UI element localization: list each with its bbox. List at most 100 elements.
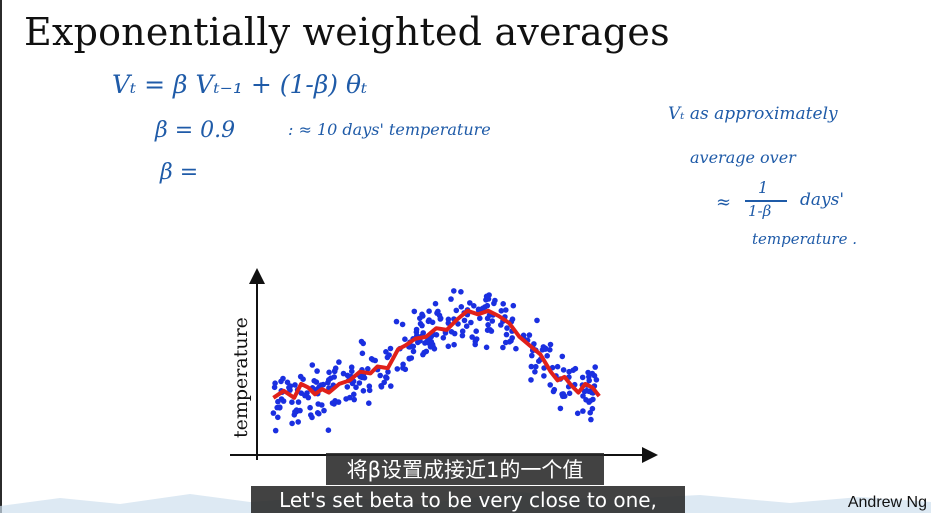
scatter-point xyxy=(473,328,479,334)
scatter-point xyxy=(440,335,447,341)
scatter-point xyxy=(325,427,332,433)
scatter-point xyxy=(468,319,474,326)
scatter-point xyxy=(366,387,373,394)
scatter-point xyxy=(270,410,277,416)
scatter-point xyxy=(277,404,283,410)
scatter-points xyxy=(270,288,600,434)
scatter-point xyxy=(321,407,327,414)
scatter-point xyxy=(587,409,593,416)
trend-line xyxy=(272,308,601,400)
scatter-point xyxy=(313,379,320,385)
scatter-point xyxy=(475,306,482,313)
scatter-point xyxy=(487,327,493,333)
scatter-point xyxy=(554,363,561,370)
scatter-point xyxy=(385,369,391,375)
scatter-point xyxy=(483,293,490,300)
scatter-point xyxy=(459,332,466,339)
scatter-point xyxy=(448,296,454,302)
scatter-point xyxy=(360,340,366,347)
side-note-line2: average over xyxy=(690,148,796,167)
scatter-point xyxy=(287,387,293,393)
scatter-point xyxy=(592,364,598,370)
scatter-point xyxy=(349,368,355,375)
subtitle-chinese: 将β设置成接近1的一个值 xyxy=(326,453,604,485)
scatter-point xyxy=(316,410,322,417)
scatter-point xyxy=(331,368,338,375)
scatter-point xyxy=(484,302,491,309)
scatter-point xyxy=(326,377,332,383)
scatter-point xyxy=(451,341,457,348)
scatter-point xyxy=(388,383,394,389)
scatter-point xyxy=(289,420,295,427)
scatter-point xyxy=(560,391,566,397)
scatter-point xyxy=(356,380,363,386)
scatter-point xyxy=(343,396,349,402)
scatter-point xyxy=(429,341,436,348)
scatter-point xyxy=(498,308,505,314)
scatter-point xyxy=(348,364,355,370)
scatter-point xyxy=(295,399,302,405)
scatter-point xyxy=(503,307,509,313)
scatter-point xyxy=(463,323,470,329)
side-approx-symbol: ≈ xyxy=(716,192,732,213)
scatter-point xyxy=(420,351,426,358)
scatter-point xyxy=(297,373,304,380)
scatter-point xyxy=(458,304,465,310)
scatter-point xyxy=(472,341,478,348)
scatter-point xyxy=(591,372,598,379)
slide-left-border xyxy=(0,0,2,513)
beta-approx-note: : ≈ 10 days' temperature xyxy=(288,120,491,139)
scatter-point xyxy=(314,368,320,374)
scatter-point xyxy=(344,384,351,390)
scatter-point xyxy=(320,381,327,388)
scatter-point xyxy=(272,427,279,434)
scatter-point xyxy=(275,414,281,421)
scatter-point xyxy=(574,410,581,417)
side-days-note: days' xyxy=(800,190,845,210)
scatter-point xyxy=(557,405,564,412)
scatter-point xyxy=(315,401,321,407)
scatter-point xyxy=(471,303,477,309)
scatter-point xyxy=(308,412,314,418)
scatter-point xyxy=(566,368,572,375)
scatter-point xyxy=(351,396,357,403)
scatter-point xyxy=(353,384,359,391)
scatter-point xyxy=(542,346,549,352)
side-fraction-bar xyxy=(745,200,787,202)
temperature-scatter-plot: temperature xyxy=(230,268,658,463)
scatter-point xyxy=(500,344,506,351)
scatter-point xyxy=(402,336,408,342)
scatter-point xyxy=(360,388,367,394)
scatter-point xyxy=(529,352,535,359)
scatter-point xyxy=(298,390,305,396)
scatter-point xyxy=(417,315,423,322)
scatter-point xyxy=(547,341,554,348)
scatter-point xyxy=(271,384,278,391)
beta-value-note: β = 0.9 xyxy=(155,118,236,143)
scatter-point xyxy=(295,419,301,425)
scatter-point xyxy=(400,361,406,368)
scatter-point xyxy=(275,398,281,405)
scatter-point xyxy=(588,416,594,423)
scatter-point xyxy=(451,330,458,337)
scatter-point xyxy=(508,338,514,344)
scatter-point xyxy=(365,366,371,372)
author-credit: Andrew Ng xyxy=(847,494,927,511)
scatter-point xyxy=(451,288,457,294)
scatter-point xyxy=(292,409,298,415)
y-axis-label: temperature xyxy=(230,317,252,438)
scatter-point xyxy=(559,353,566,360)
scatter-point xyxy=(336,359,342,365)
scatter-point xyxy=(547,382,553,388)
scatter-point xyxy=(413,326,420,333)
scatter-point xyxy=(351,391,357,398)
side-fraction-numerator: 1 xyxy=(758,178,769,197)
scatter-point xyxy=(280,398,287,404)
scatter-point xyxy=(387,345,394,352)
scatter-point xyxy=(359,350,366,357)
scatter-point xyxy=(461,317,468,324)
scatter-point xyxy=(580,393,586,399)
scatter-point xyxy=(326,369,332,376)
scatter-point xyxy=(394,366,401,372)
scatter-point xyxy=(445,343,452,350)
